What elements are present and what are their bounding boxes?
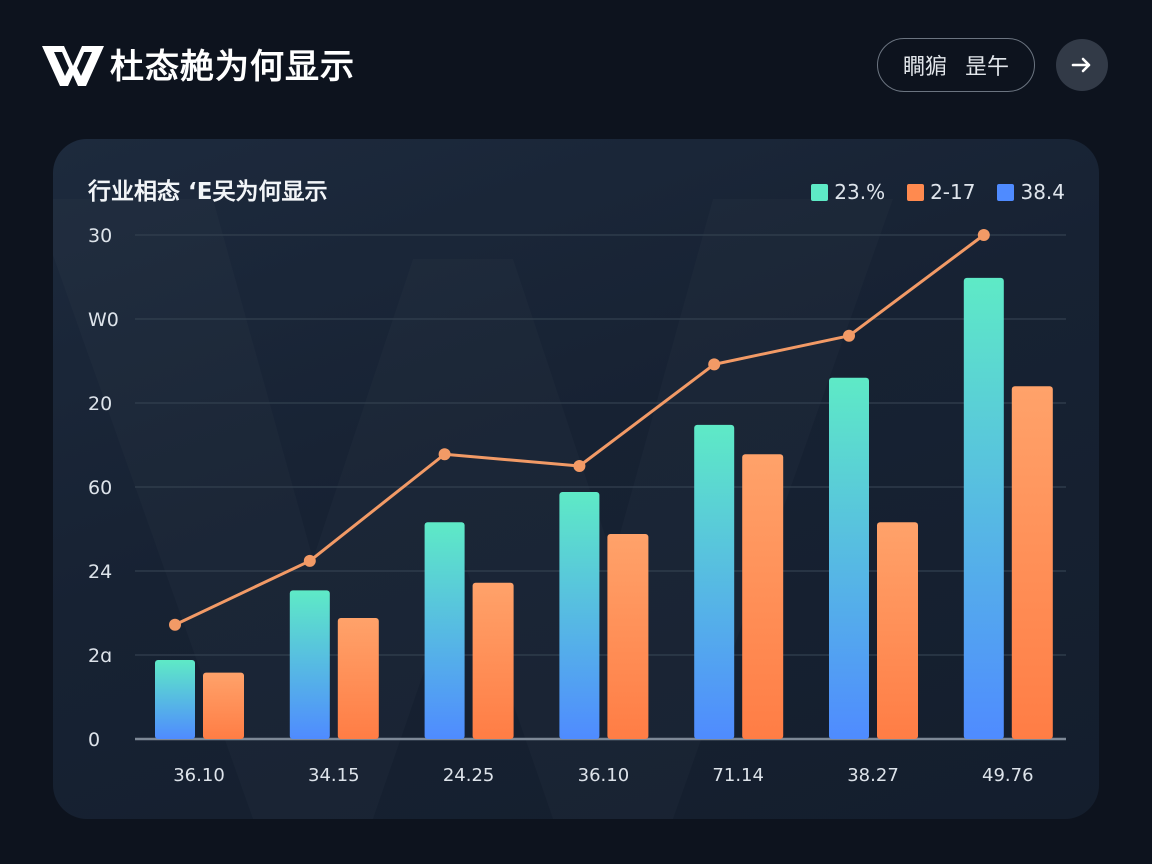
legend-label: 38.4 — [1020, 180, 1065, 204]
x-tick-label: 24.25 — [443, 765, 495, 786]
bar-series-1[interactable] — [963, 277, 1004, 739]
bar-series-2[interactable] — [742, 454, 784, 739]
y-tick-label: 20 — [88, 393, 112, 415]
bar-series-1[interactable] — [559, 492, 600, 739]
chart-title: 行业相态 ‘E㕦为何显示 — [88, 179, 328, 205]
legend-swatch-blue — [997, 183, 1015, 201]
bar-series-2[interactable] — [607, 534, 649, 739]
x-axis-ticks: 36.10 34.15 24.25 36.10 71.14 38.27 49.76 — [173, 765, 1033, 786]
chart-card: 行业相态 ‘E㕦为何显示 23.% 2-17 38.4 0 2ɑ 24 60 20 — [53, 139, 1099, 819]
trend-point[interactable] — [573, 460, 586, 472]
wps-w-logo-icon — [42, 46, 104, 86]
legend-swatch-orange — [907, 183, 925, 201]
next-button[interactable] — [1056, 39, 1108, 91]
trend-point[interactable] — [843, 329, 855, 342]
bar-series-2[interactable] — [472, 582, 514, 739]
top-bar: 杜态赩为何显示 瞷猏 昰午 — [0, 0, 1152, 130]
pill-label-right: 昰午 — [965, 54, 1010, 79]
x-tick-label: 71.14 — [712, 765, 764, 786]
trend-line — [169, 229, 990, 631]
bar-series-1[interactable] — [694, 424, 735, 739]
legend-item[interactable]: 38.4 — [997, 180, 1065, 204]
legend-label: 23.% — [834, 180, 886, 204]
app-title: 杜态赩为何显示 — [110, 47, 355, 87]
bar-series-1[interactable] — [829, 377, 869, 739]
trend-point[interactable] — [169, 618, 181, 631]
y-tick-label: 24 — [88, 561, 112, 583]
bars — [155, 277, 1053, 739]
bar-series-2[interactable] — [877, 522, 918, 739]
x-tick-label: 38.27 — [847, 765, 899, 786]
legend-label: 2-17 — [930, 180, 976, 204]
legend-swatch-teal — [811, 183, 829, 201]
legend-item[interactable]: 23.% — [811, 180, 885, 204]
x-tick-label: 34.15 — [308, 765, 360, 786]
bar-series-1[interactable] — [155, 660, 195, 739]
bar-series-2[interactable] — [203, 672, 244, 739]
chart-legend: 23.% 2-17 38.4 — [811, 180, 1065, 204]
bar-series-1[interactable] — [424, 522, 465, 739]
arrow-right-icon — [1071, 57, 1091, 73]
y-tick-label: W0 — [88, 309, 119, 331]
y-tick-label: 30 — [88, 225, 112, 247]
bar-series-2[interactable] — [337, 618, 379, 739]
y-axis-ticks: 0 2ɑ 24 60 20 W0 30 — [88, 225, 119, 751]
y-tick-label: 2ɑ — [88, 645, 112, 667]
legend-item[interactable]: 2-17 — [907, 180, 975, 204]
bar-series-1[interactable] — [289, 590, 330, 739]
trend-point[interactable] — [303, 554, 316, 567]
bar-series-2[interactable] — [1011, 386, 1053, 739]
x-tick-label: 36.10 — [173, 765, 225, 786]
y-tick-label: 60 — [88, 477, 112, 499]
x-tick-label: 49.76 — [982, 765, 1034, 786]
header-pill-button[interactable]: 瞷猏 昰午 — [877, 38, 1035, 92]
x-tick-label: 36.10 — [578, 765, 630, 786]
y-tick-label: 0 — [88, 729, 100, 751]
trend-point[interactable] — [708, 358, 721, 371]
trend-point[interactable] — [438, 448, 451, 461]
trend-point[interactable] — [977, 229, 990, 241]
pill-label-left: 瞷猏 — [902, 54, 947, 79]
grid-lines — [135, 234, 1066, 741]
